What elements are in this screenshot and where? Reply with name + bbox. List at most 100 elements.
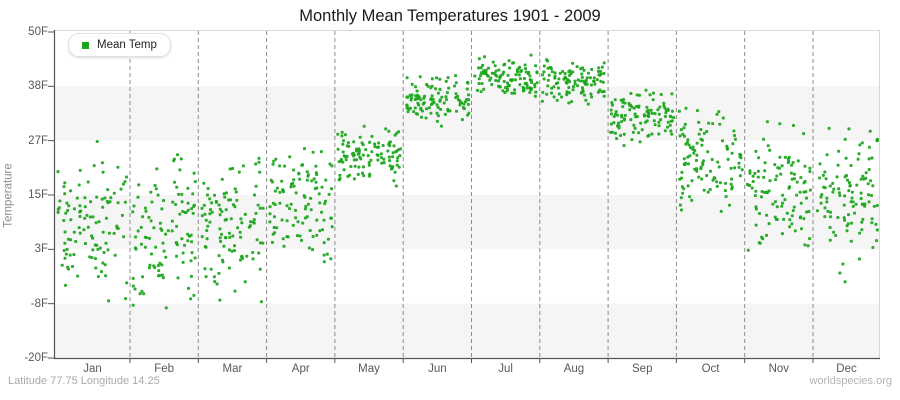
data-point [231, 167, 235, 170]
data-point [669, 119, 673, 123]
data-point [72, 207, 76, 211]
data-point [702, 131, 706, 135]
data-point [296, 220, 300, 224]
data-point [377, 141, 381, 145]
data-point [837, 187, 841, 191]
data-point [63, 241, 67, 245]
background-bands [55, 86, 880, 358]
data-point [420, 115, 423, 119]
data-point [831, 190, 835, 194]
data-point [717, 165, 721, 169]
data-point [391, 151, 395, 155]
data-point [66, 209, 70, 212]
watermark-link[interactable]: worldspecies.org [809, 375, 892, 387]
data-point [765, 120, 769, 124]
data-point [846, 178, 849, 182]
data-point [672, 116, 676, 120]
data-point [74, 240, 78, 243]
data-point [875, 204, 879, 207]
data-point [570, 100, 574, 104]
data-point [805, 210, 809, 214]
data-point [843, 194, 847, 198]
data-point [629, 118, 633, 122]
data-point [501, 89, 505, 93]
legend[interactable]: Mean Temp [68, 33, 171, 57]
data-point [189, 297, 193, 301]
data-point [652, 119, 656, 123]
data-point [189, 233, 193, 237]
data-point [410, 96, 413, 100]
data-point [69, 238, 73, 242]
data-point [78, 204, 82, 208]
data-point [792, 124, 795, 127]
data-point [192, 293, 196, 297]
data-point [160, 263, 164, 267]
data-point [164, 255, 168, 259]
data-point [597, 73, 601, 77]
data-point [430, 84, 434, 88]
data-point [208, 197, 212, 201]
data-point [93, 243, 97, 247]
data-point [121, 182, 125, 186]
data-point [143, 206, 147, 210]
data-point [582, 68, 586, 72]
data-point [787, 186, 791, 190]
data-point [88, 255, 92, 259]
data-point [820, 193, 824, 197]
data-point [546, 59, 550, 63]
data-point [443, 112, 447, 116]
data-point [795, 180, 799, 184]
data-point [162, 199, 165, 202]
data-point [706, 150, 710, 154]
data-point [557, 92, 561, 96]
data-point [699, 167, 703, 171]
data-point [872, 204, 876, 208]
data-point [761, 237, 765, 241]
data-point [823, 170, 827, 174]
data-point [780, 232, 784, 236]
data-point [104, 274, 108, 278]
data-point [556, 81, 560, 85]
data-point [668, 123, 672, 127]
data-point [447, 86, 451, 90]
data-point [602, 94, 606, 98]
data-point [56, 170, 60, 174]
data-point [297, 172, 301, 176]
data-point [827, 126, 831, 130]
data-point [779, 172, 783, 176]
data-point [832, 187, 836, 191]
data-point [597, 66, 601, 70]
data-point [806, 244, 810, 248]
data-point [444, 98, 448, 102]
data-point [340, 130, 344, 134]
data-point [481, 63, 485, 67]
data-point [273, 231, 277, 235]
data-point [553, 76, 557, 80]
data-point [361, 153, 365, 157]
data-point [494, 79, 498, 82]
data-point [77, 183, 81, 187]
data-point [476, 88, 479, 92]
data-point [686, 138, 690, 142]
data-point [435, 76, 439, 80]
data-point [530, 81, 534, 84]
data-point [567, 70, 571, 74]
data-point [506, 73, 510, 77]
data-point [628, 108, 632, 112]
data-point [82, 228, 86, 232]
data-point [502, 80, 506, 83]
data-point [819, 201, 823, 205]
data-point [837, 191, 841, 195]
data-point [131, 284, 135, 288]
data-point [467, 111, 471, 115]
data-point [268, 212, 272, 216]
data-point [257, 160, 261, 164]
data-point [414, 112, 418, 116]
data-point [160, 207, 164, 211]
data-point [699, 137, 703, 141]
data-point [683, 134, 686, 138]
data-point [309, 196, 313, 200]
data-point [223, 218, 227, 222]
data-point [138, 292, 142, 296]
